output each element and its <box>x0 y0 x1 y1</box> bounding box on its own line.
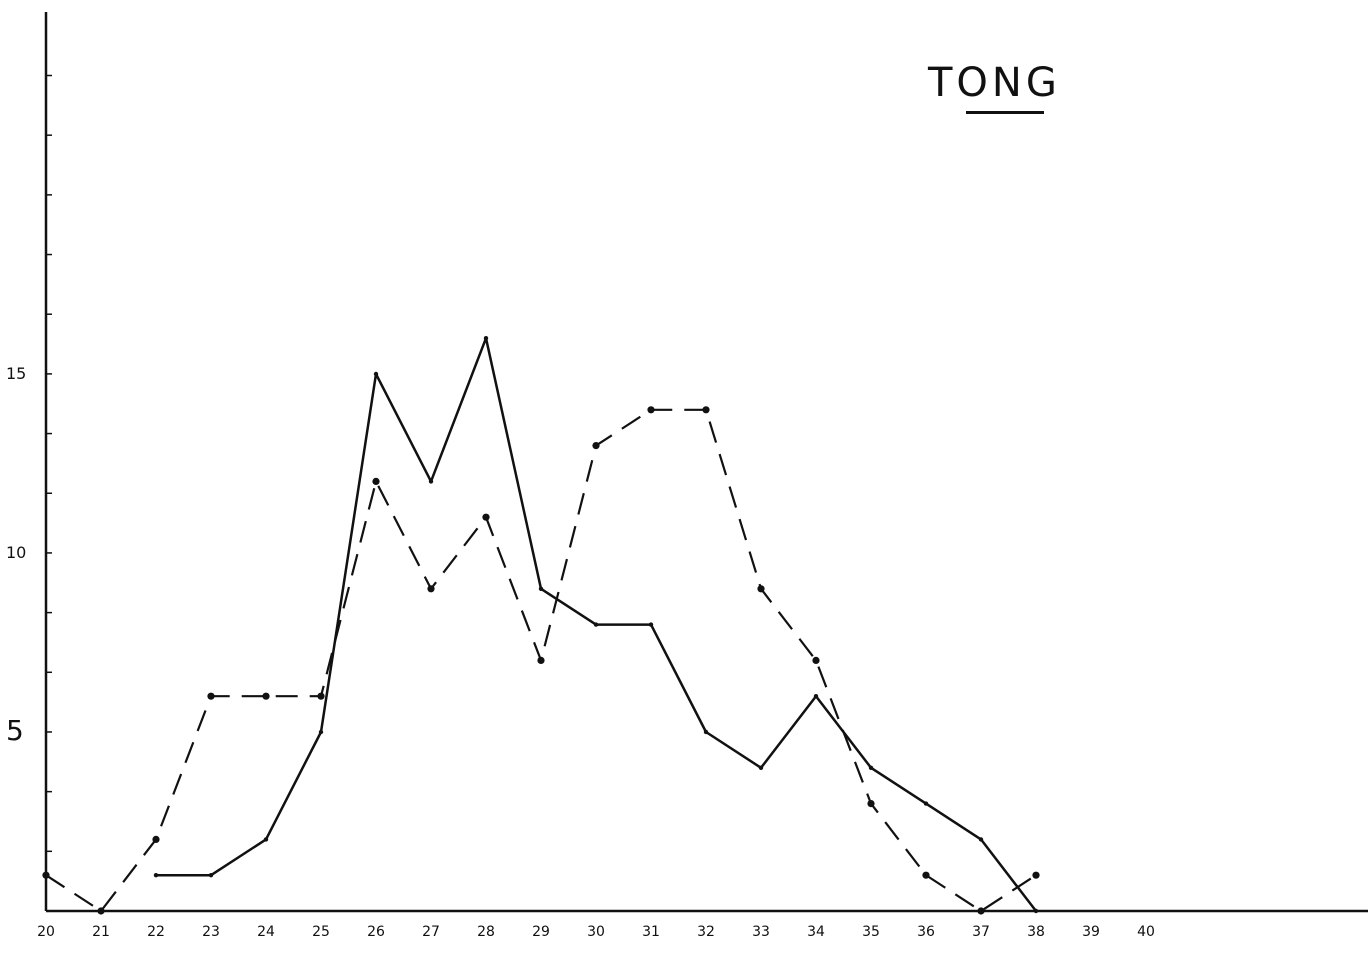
data-point <box>758 765 764 770</box>
data-point <box>867 800 875 808</box>
data-point <box>428 479 434 484</box>
data-point <box>97 907 105 915</box>
data-point <box>318 729 324 735</box>
data-point <box>262 692 270 700</box>
data-point <box>978 837 984 842</box>
x-tick-label: 29 <box>532 924 550 940</box>
data-point <box>977 907 985 915</box>
x-tick-label: 25 <box>312 924 330 940</box>
x-tick-label: 22 <box>147 924 165 940</box>
data-point <box>153 873 159 878</box>
data-point <box>207 692 215 700</box>
data-point <box>317 692 325 700</box>
x-tick-label: 40 <box>1137 924 1155 940</box>
data-point <box>868 765 874 770</box>
data-point <box>592 442 600 450</box>
data-point <box>42 871 50 879</box>
data-point <box>757 585 765 593</box>
x-tick-label: 24 <box>257 924 275 940</box>
data-point <box>373 371 379 377</box>
data-point <box>1033 908 1039 914</box>
title-underline <box>966 111 1044 114</box>
data-point <box>263 837 269 842</box>
x-tick-label: 21 <box>92 924 110 940</box>
x-tick-label: 39 <box>1082 924 1100 940</box>
y-tick-label: 10 <box>6 543 27 562</box>
data-point <box>152 835 160 844</box>
data-point <box>482 513 490 521</box>
data-point <box>1032 871 1040 879</box>
data-point <box>208 873 214 878</box>
series-layer <box>42 336 1040 915</box>
data-point <box>812 656 820 665</box>
data-point <box>483 336 489 341</box>
x-tick-label: 31 <box>642 924 660 940</box>
data-point <box>538 586 544 591</box>
data-point <box>593 622 599 627</box>
data-point <box>922 871 930 879</box>
x-tick-label: 28 <box>477 924 495 940</box>
data-point <box>702 406 710 414</box>
data-point <box>648 622 654 627</box>
x-tick-label: 27 <box>422 924 440 940</box>
x-tick-label: 33 <box>752 924 770 940</box>
x-tick-label: 26 <box>367 924 385 940</box>
x-tick-label: 35 <box>862 924 880 940</box>
data-point <box>537 656 545 665</box>
y-tick-label: 5 <box>6 714 24 747</box>
x-tick-label: 36 <box>917 924 935 940</box>
data-point <box>427 585 435 593</box>
y-tick-label: 15 <box>6 364 27 383</box>
x-tick-label: 23 <box>202 924 220 940</box>
x-tick-label: 38 <box>1027 924 1045 940</box>
x-tick-label: 32 <box>697 924 715 940</box>
chart-title: TONG <box>928 60 1061 106</box>
data-point <box>703 729 709 735</box>
data-point <box>923 801 929 806</box>
x-tick-label: 20 <box>37 924 55 940</box>
x-tick-label: 30 <box>587 924 605 940</box>
data-point <box>647 406 655 414</box>
y-ticks <box>46 74 52 853</box>
data-point <box>372 477 380 485</box>
x-tick-label: 37 <box>972 924 990 940</box>
x-tick-label: 34 <box>807 924 825 940</box>
data-point <box>813 694 819 699</box>
